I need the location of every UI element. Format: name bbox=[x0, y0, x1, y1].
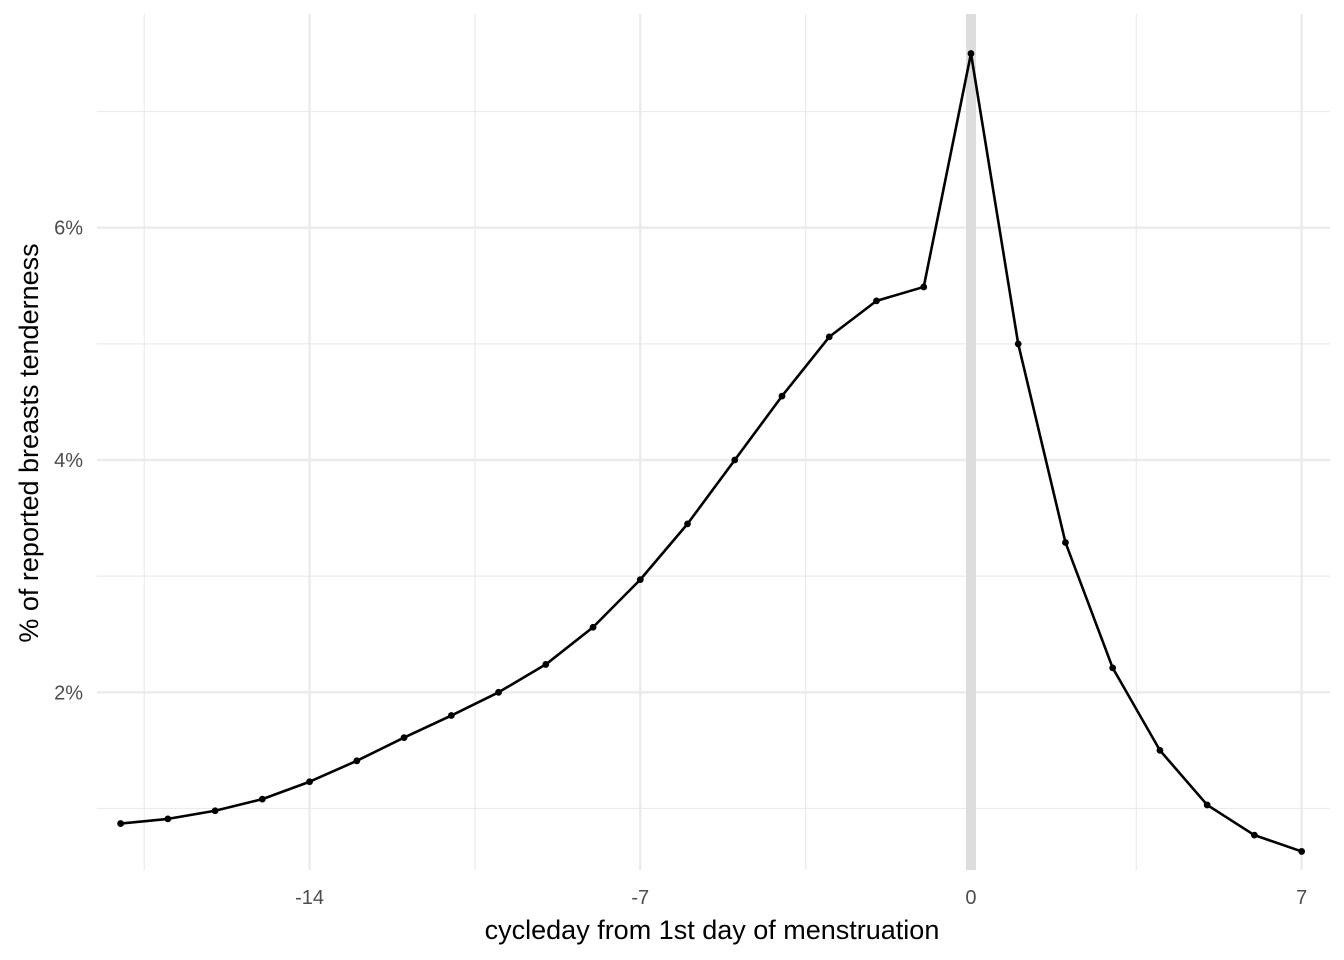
data-point bbox=[636, 576, 644, 584]
y-tick-label: 6% bbox=[54, 218, 83, 240]
data-point bbox=[258, 795, 266, 803]
points-layer bbox=[117, 50, 1306, 855]
x-tick-label: 7 bbox=[1296, 887, 1307, 909]
data-point bbox=[353, 757, 361, 765]
data-point bbox=[306, 778, 313, 786]
data-point bbox=[1203, 801, 1211, 809]
data-point bbox=[1156, 746, 1164, 754]
data-point bbox=[1298, 848, 1306, 855]
data-point bbox=[1251, 831, 1258, 839]
x-tick-label: -7 bbox=[631, 887, 649, 909]
data-point bbox=[1062, 539, 1069, 546]
y-tick-label: 2% bbox=[54, 682, 83, 704]
data-point bbox=[1109, 664, 1117, 672]
data-point bbox=[967, 50, 975, 57]
data-point bbox=[495, 688, 502, 696]
data-point bbox=[117, 820, 125, 827]
major-gridlines bbox=[97, 14, 1330, 870]
data-point bbox=[1014, 340, 1022, 348]
data-point bbox=[873, 297, 880, 305]
x-tick-label: -14 bbox=[295, 887, 324, 909]
data-point bbox=[778, 392, 786, 400]
data-point bbox=[589, 623, 597, 631]
data-point bbox=[825, 333, 833, 341]
data-point bbox=[684, 520, 691, 528]
data-point bbox=[920, 283, 928, 291]
data-point bbox=[164, 815, 172, 823]
x-tick-label: 0 bbox=[965, 887, 976, 909]
y-tick-labels: 2% 4% 6% bbox=[54, 218, 83, 705]
data-point bbox=[400, 734, 408, 741]
y-axis-title: % of reported breasts tenderness bbox=[14, 243, 44, 642]
data-point bbox=[447, 712, 455, 719]
data-point bbox=[542, 661, 550, 668]
series-layer bbox=[120, 52, 1303, 853]
minor-gridlines bbox=[97, 14, 1330, 870]
series-line bbox=[120, 52, 1303, 853]
x-tick-labels: -14 -7 0 7 bbox=[295, 887, 1307, 909]
data-point bbox=[731, 456, 739, 464]
data-point bbox=[211, 807, 219, 815]
x-axis-title: cycleday from 1st day of menstruation bbox=[485, 915, 940, 945]
y-tick-label: 4% bbox=[54, 450, 83, 472]
